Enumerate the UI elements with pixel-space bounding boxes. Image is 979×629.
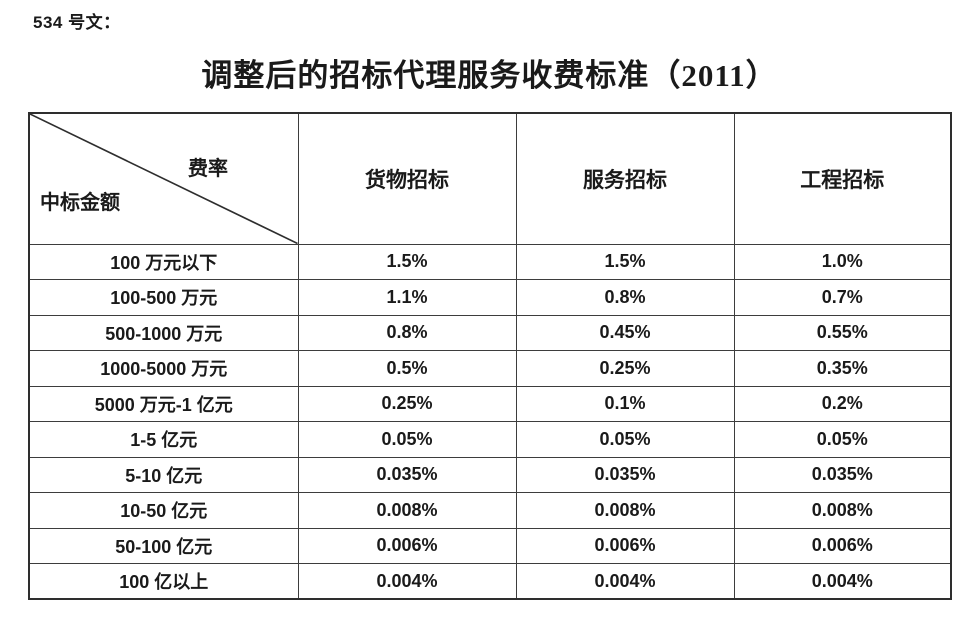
table-row: 50-100 亿元 0.006% 0.006% 0.006%: [28, 527, 952, 564]
amount-cell: 50-100 亿元: [28, 527, 299, 564]
corner-header-cell: 费率 中标金额: [28, 112, 299, 245]
table-row: 1000-5000 万元 0.5% 0.25% 0.35%: [28, 350, 952, 387]
amount-cell: 1000-5000 万元: [28, 350, 299, 387]
rate-cell: 0.006%: [515, 527, 735, 564]
amount-cell: 10-50 亿元: [28, 492, 299, 529]
column-header-services: 服务招标: [515, 112, 735, 245]
amount-cell: 100 亿以上: [28, 563, 299, 600]
amount-cell: 5-10 亿元: [28, 456, 299, 493]
amount-cell: 1-5 亿元: [28, 421, 299, 458]
corner-label-rate: 费率: [188, 158, 228, 180]
rate-cell: 0.05%: [297, 421, 517, 458]
fee-table: 费率 中标金额 货物招标 服务招标 工程招标 100 万元以下 1.5% 1.5…: [28, 112, 952, 600]
table-row: 5000 万元-1 亿元 0.25% 0.1% 0.2%: [28, 385, 952, 422]
rate-cell: 0.05%: [515, 421, 735, 458]
column-header-works: 工程招标: [733, 112, 952, 245]
rate-cell: 0.006%: [733, 527, 952, 564]
rate-cell: 0.004%: [297, 563, 517, 600]
rate-cell: 0.008%: [733, 492, 952, 529]
amount-cell: 100 万元以下: [28, 243, 299, 280]
table-row: 1-5 亿元 0.05% 0.05% 0.05%: [28, 421, 952, 458]
rate-cell: 0.35%: [733, 350, 952, 387]
rate-cell: 0.035%: [733, 456, 952, 493]
rate-cell: 0.7%: [733, 279, 952, 316]
rate-cell: 0.8%: [515, 279, 735, 316]
rate-cell: 1.5%: [515, 243, 735, 280]
page-title: 调整后的招标代理服务收费标准（2011）: [201, 58, 778, 93]
rate-cell: 1.0%: [733, 243, 952, 280]
table-row: 100 亿以上 0.004% 0.004% 0.004%: [28, 563, 952, 600]
corner-label-amount: 中标金额: [40, 192, 120, 214]
rate-cell: 0.5%: [297, 350, 517, 387]
rate-cell: 0.035%: [297, 456, 517, 493]
doc-number: 534 号文：: [33, 13, 121, 32]
rate-cell: 0.55%: [733, 314, 952, 351]
rate-cell: 0.006%: [297, 527, 517, 564]
rate-cell: 0.008%: [297, 492, 517, 529]
rate-cell: 0.25%: [515, 350, 735, 387]
rate-cell: 0.035%: [515, 456, 735, 493]
column-header-goods: 货物招标: [297, 112, 517, 245]
rate-cell: 1.1%: [297, 279, 517, 316]
rate-cell: 0.05%: [733, 421, 952, 458]
rate-cell: 0.008%: [515, 492, 735, 529]
rate-cell: 0.2%: [733, 385, 952, 422]
table-row: 10-50 亿元 0.008% 0.008% 0.008%: [28, 492, 952, 529]
diagonal-line: [30, 114, 298, 244]
header-row: 费率 中标金额 货物招标 服务招标 工程招标: [28, 112, 952, 245]
amount-cell: 5000 万元-1 亿元: [28, 385, 299, 422]
rate-cell: 0.004%: [515, 563, 735, 600]
rate-cell: 0.45%: [515, 314, 735, 351]
rate-cell: 0.004%: [733, 563, 952, 600]
table-row: 100-500 万元 1.1% 0.8% 0.7%: [28, 279, 952, 316]
table-row: 500-1000 万元 0.8% 0.45% 0.55%: [28, 314, 952, 351]
rate-cell: 0.1%: [515, 385, 735, 422]
rate-cell: 1.5%: [297, 243, 517, 280]
amount-cell: 100-500 万元: [28, 279, 299, 316]
rate-cell: 0.8%: [297, 314, 517, 351]
rate-cell: 0.25%: [297, 385, 517, 422]
amount-cell: 500-1000 万元: [28, 314, 299, 351]
table-row: 100 万元以下 1.5% 1.5% 1.0%: [28, 243, 952, 280]
table-row: 5-10 亿元 0.035% 0.035% 0.035%: [28, 456, 952, 493]
